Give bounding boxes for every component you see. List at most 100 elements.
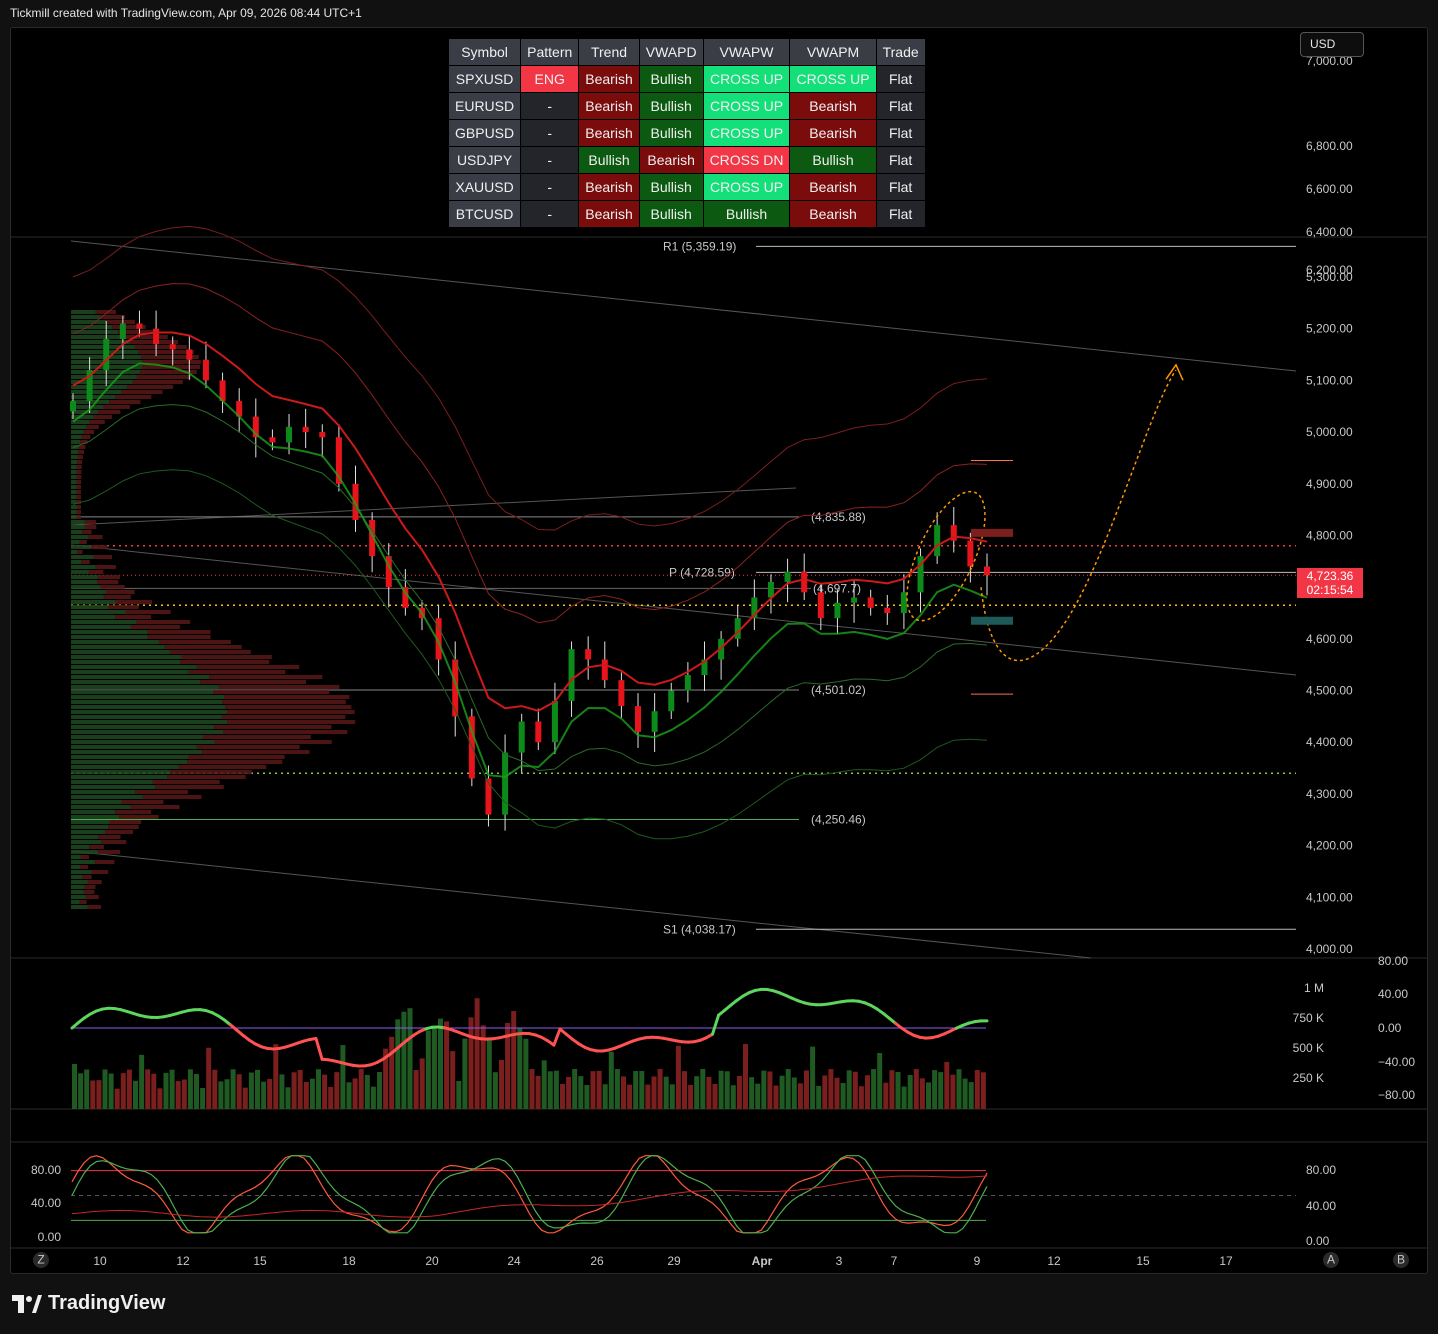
volume-bar <box>181 1079 187 1109</box>
axis-button-z[interactable] <box>33 1252 49 1268</box>
volume-bar <box>200 1087 206 1109</box>
volume-profile-bar <box>200 680 307 684</box>
volume-profile-bar <box>71 590 106 594</box>
volume-bar <box>871 1069 877 1109</box>
volume-profile-bar <box>78 445 86 449</box>
volume-bar <box>627 1084 633 1109</box>
volume-bar <box>72 1064 77 1109</box>
axis-button-b[interactable] <box>1393 1252 1409 1268</box>
volume-profile-bar <box>76 500 82 504</box>
volume-profile-bar <box>86 895 99 899</box>
candle-body <box>452 659 459 717</box>
volume-profile-bar <box>71 695 225 699</box>
oscillator-segment <box>314 1037 324 1061</box>
table-cell-vwapw: CROSS UP <box>703 174 790 200</box>
axis-button-label: Z <box>37 1253 44 1267</box>
volume-bar <box>346 1082 352 1109</box>
volume-profile-bar <box>95 310 116 314</box>
candle-body <box>967 540 974 567</box>
candle-body <box>950 525 957 541</box>
volume-bar <box>139 1054 145 1109</box>
volume-profile-bar <box>71 525 85 529</box>
volume-bar <box>810 1046 816 1109</box>
volume-profile-bar <box>71 900 80 904</box>
candle-body <box>751 597 758 619</box>
volume-profile-bar <box>115 395 152 399</box>
volume-profile-bar <box>71 435 82 439</box>
volume-bar <box>938 1072 944 1109</box>
volume-profile-bar <box>91 545 108 549</box>
volume-bar <box>218 1081 224 1109</box>
candle-body <box>319 432 326 438</box>
volume-profile-bar <box>136 620 191 624</box>
volume-profile-bar <box>188 755 285 759</box>
volume-profile-bar <box>164 645 242 649</box>
table-cell-trade: Flat <box>876 93 925 119</box>
volume-bar <box>956 1069 962 1109</box>
candle-body <box>684 675 691 691</box>
candle-body <box>734 618 741 639</box>
volume-profile-bar <box>82 875 92 879</box>
volume-bar <box>547 1071 553 1109</box>
table-cell-vwapm: Bullish <box>790 147 876 173</box>
volume-bar <box>163 1072 169 1109</box>
price-axis-tick: 4,800.00 <box>1306 528 1353 542</box>
candle-body <box>335 437 342 484</box>
volume-bar <box>486 1037 492 1109</box>
ema-line <box>72 362 988 778</box>
volume-bar <box>913 1069 919 1109</box>
stochastic-left-tick: 40.00 <box>31 1196 61 1210</box>
volume-profile-bar <box>71 795 143 799</box>
volume-axis-tick: 500 K <box>1293 1041 1324 1055</box>
volume-profile-bar <box>71 490 77 494</box>
volume-profile-bar <box>71 660 181 664</box>
volume-profile-bar <box>132 380 183 384</box>
volume-bar <box>718 1070 724 1109</box>
chart-canvas[interactable]: 7,000.00 6,800.00 6,600.00 6,400.00 6,200.00… <box>11 28 1428 1274</box>
price-axis-tick: 6,200.00 <box>1306 263 1353 277</box>
volume-bar <box>706 1076 712 1109</box>
currency-button[interactable]: USD <box>1300 32 1364 57</box>
table-header-trend: Trend <box>579 39 639 65</box>
volume-profile-bar <box>88 535 103 539</box>
volume-profile-bar <box>71 385 128 389</box>
volume-profile-bar <box>98 835 121 839</box>
price-axis-tick: 4,600.00 <box>1306 632 1353 646</box>
volume-profile-bar <box>76 470 82 474</box>
volume-profile-bar <box>118 330 157 334</box>
volume-profile-bar <box>71 800 122 804</box>
time-axis-tick: 17 <box>1219 1254 1233 1268</box>
volume-bar <box>285 1087 291 1109</box>
volume-bar <box>322 1074 328 1109</box>
volume-profile-bar <box>71 625 131 629</box>
projection-ellipse <box>906 490 986 622</box>
volume-profile-bar <box>71 330 119 334</box>
volume-profile-bar <box>88 570 104 574</box>
volume-profile-bar <box>71 605 109 609</box>
table-cell-trend: Bearish <box>579 201 639 227</box>
volume-bar <box>212 1069 218 1109</box>
price-axis-tick: 4,100.00 <box>1306 890 1353 904</box>
candle-body <box>917 556 924 593</box>
volume-axis-tick: 250 K <box>1293 1071 1324 1085</box>
volume-profile-bar <box>86 425 99 429</box>
volume-bar <box>425 1030 431 1109</box>
volume-bar <box>761 1070 767 1109</box>
volume-profile-bar <box>76 515 82 519</box>
stochastic-left-tick: 0.00 <box>38 1230 62 1244</box>
volume-profile-bar <box>98 410 121 414</box>
volume-bar <box>669 1084 675 1109</box>
volume-bar <box>767 1071 773 1109</box>
axis-button-a[interactable] <box>1323 1252 1339 1268</box>
time-axis-tick: 9 <box>974 1254 981 1268</box>
volume-profile-bar <box>224 695 350 699</box>
volume-bar <box>919 1078 925 1109</box>
last-price-value: 4,723.36 <box>1306 569 1354 583</box>
table-cell-vwapm: Bearish <box>790 120 876 146</box>
axis-button-label: B <box>1397 1253 1405 1267</box>
volume-bar <box>858 1086 864 1109</box>
volume-bar <box>499 1059 504 1109</box>
chart-frame[interactable]: 7,000.00 6,800.00 6,600.00 6,400.00 6,200.00… <box>10 27 1428 1274</box>
volume-profile-bar <box>76 505 82 509</box>
candle-body <box>252 416 259 438</box>
